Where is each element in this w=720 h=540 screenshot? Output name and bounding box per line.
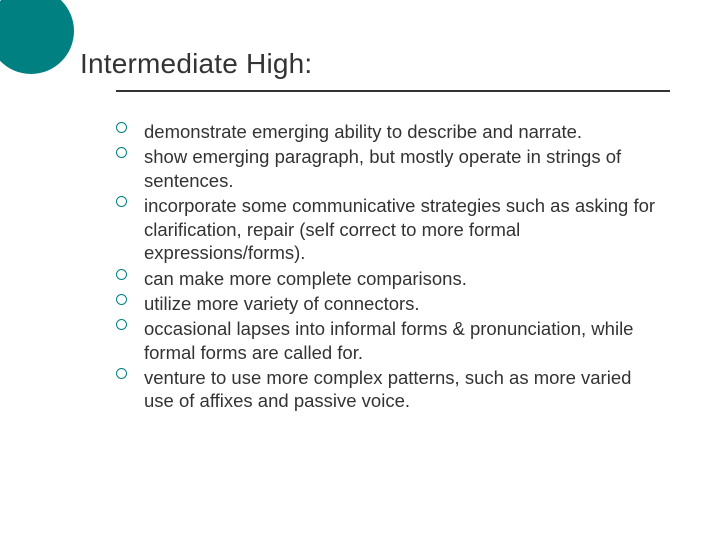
list-item-text: occasional lapses into informal forms & … <box>144 318 633 363</box>
list-item: utilize more variety of connectors. <box>116 292 660 316</box>
list-item: can make more complete comparisons. <box>116 267 660 291</box>
list-item: occasional lapses into informal forms & … <box>116 317 660 364</box>
title-underline <box>116 90 670 92</box>
list-item-text: venture to use more complex patterns, su… <box>144 367 631 412</box>
bullet-circle-icon <box>116 294 127 305</box>
list-item-text: show emerging paragraph, but mostly oper… <box>144 146 621 191</box>
bullet-circle-icon <box>116 368 127 379</box>
slide-title: Intermediate High: <box>80 48 660 80</box>
bullet-circle-icon <box>116 122 127 133</box>
bullet-circle-icon <box>116 269 127 280</box>
list-item: incorporate some communicative strategie… <box>116 194 660 265</box>
list-item: demonstrate emerging ability to describe… <box>116 120 660 144</box>
slide-container: Intermediate High: demonstrate emerging … <box>0 0 720 455</box>
bullet-circle-icon <box>116 196 127 207</box>
bullet-circle-icon <box>116 147 127 158</box>
list-item: venture to use more complex patterns, su… <box>116 366 660 413</box>
list-item-text: incorporate some communicative strategie… <box>144 195 655 263</box>
bullet-circle-icon <box>116 319 127 330</box>
list-item-text: utilize more variety of connectors. <box>144 293 420 314</box>
bullet-list: demonstrate emerging ability to describe… <box>80 120 660 413</box>
list-item-text: can make more complete comparisons. <box>144 268 467 289</box>
list-item: show emerging paragraph, but mostly oper… <box>116 145 660 192</box>
list-item-text: demonstrate emerging ability to describe… <box>144 121 582 142</box>
